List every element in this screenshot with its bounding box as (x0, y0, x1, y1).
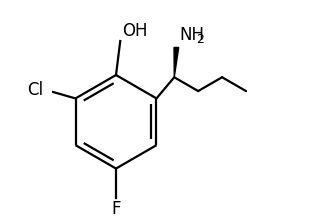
Text: F: F (111, 200, 121, 218)
Text: Cl: Cl (28, 81, 44, 99)
Text: OH: OH (122, 22, 148, 40)
Text: 2: 2 (196, 33, 204, 46)
Polygon shape (174, 47, 179, 77)
Text: NH: NH (179, 26, 204, 44)
